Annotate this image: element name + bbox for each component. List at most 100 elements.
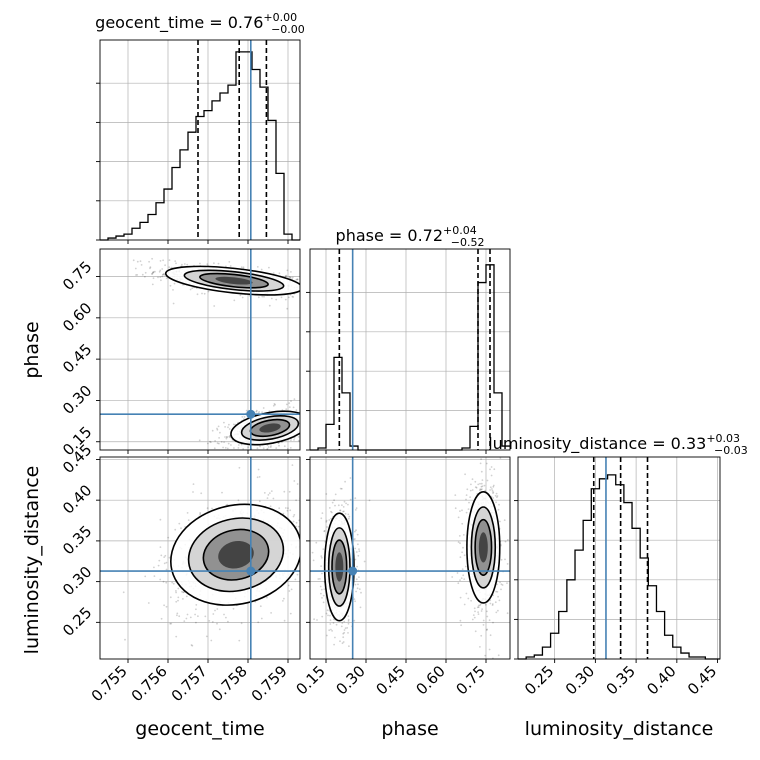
scatter-point <box>490 474 493 477</box>
scatter-point <box>320 592 322 595</box>
scatter-point <box>162 273 165 276</box>
scatter-point <box>491 604 494 606</box>
scatter-point <box>259 445 261 448</box>
scatter-point <box>203 292 206 295</box>
scatter-point <box>206 442 209 445</box>
scatter-point <box>295 521 298 524</box>
scatter-point <box>342 506 345 508</box>
scatter-point <box>477 606 480 608</box>
scatter-point <box>347 615 350 618</box>
scatter-point <box>340 487 343 490</box>
scatter-point <box>136 260 139 263</box>
scatter-point <box>175 262 177 265</box>
scatter-point <box>256 266 259 268</box>
scatter-point <box>500 583 503 586</box>
scatter-point <box>211 507 213 510</box>
scatter-point <box>496 583 498 586</box>
scatter-point <box>209 441 212 444</box>
scatter-point <box>162 259 165 262</box>
scatter-point <box>161 274 164 276</box>
pair-inner-1 <box>100 457 300 659</box>
scatter-point <box>214 609 216 612</box>
scatter-point <box>327 614 329 617</box>
scatter-point <box>221 491 223 494</box>
scatter-point <box>323 530 326 533</box>
diag-title-main-luminosity_distance: luminosity_distance = 0.33 <box>488 434 706 454</box>
scatter-point <box>335 623 338 626</box>
scatter-point <box>255 410 258 413</box>
histogram-geocent_time <box>100 51 300 241</box>
scatter-point <box>503 519 506 521</box>
scatter-point <box>467 508 470 510</box>
scatter-point <box>459 596 462 599</box>
scatter-point <box>465 498 467 501</box>
scatter-point <box>149 266 152 269</box>
scatter-point <box>290 588 293 591</box>
scatter-point <box>199 262 201 265</box>
diag-panel-phase: phase = 0.72+0.04 −0.52 <box>306 224 511 451</box>
scatter-point <box>229 265 232 267</box>
scatter-point <box>322 594 325 597</box>
scatter-point <box>229 436 232 439</box>
scatter-point <box>195 621 197 624</box>
scatter-point <box>325 521 328 523</box>
scatter-point <box>185 595 188 598</box>
scatter-point <box>288 402 291 404</box>
scatter-point <box>322 548 325 550</box>
scatter-point <box>469 496 471 498</box>
scatter-point <box>226 447 229 450</box>
scatter-point <box>174 260 177 262</box>
scatter-point <box>331 501 334 504</box>
scatter-point <box>480 485 483 488</box>
scatter-point <box>152 271 155 273</box>
scatter-point <box>122 591 125 594</box>
scatter-point <box>204 615 207 618</box>
scatter-point <box>360 591 362 594</box>
scatter-point <box>489 468 491 471</box>
scatter-point <box>183 263 186 265</box>
yaxis-label-phase: phase <box>21 321 43 378</box>
scatter-point <box>284 275 287 277</box>
scatter-point <box>332 618 335 621</box>
scatter-point <box>288 590 291 592</box>
scatter-point <box>262 447 265 450</box>
scatter-point <box>195 608 197 611</box>
scatter-point <box>134 267 137 270</box>
scatter-point <box>470 599 472 602</box>
scatter-point <box>347 632 349 634</box>
scatter-point <box>268 492 271 494</box>
diag-title-sub-phase: −0.52 <box>451 236 485 249</box>
scatter-point <box>321 512 324 514</box>
scatter-point <box>289 276 292 279</box>
scatter-point <box>211 429 214 432</box>
diag-frame-phase <box>309 248 511 451</box>
scatter-point <box>216 428 219 431</box>
scatter-point <box>163 562 166 565</box>
scatter-point <box>461 522 464 525</box>
scatter-point <box>354 558 357 561</box>
scatter-point <box>494 601 497 604</box>
scatter-point <box>479 488 482 490</box>
scatter-point <box>181 590 183 593</box>
scatter-point <box>136 274 139 276</box>
scatter-point <box>257 468 260 471</box>
scatter-point <box>349 498 352 501</box>
scatter-point <box>211 621 214 623</box>
scatter-point <box>144 575 147 578</box>
scatter-point <box>320 565 322 567</box>
scatter-point <box>497 595 499 598</box>
scatter-point <box>497 609 499 612</box>
scatter-point <box>189 288 192 291</box>
scatter-point <box>288 406 291 408</box>
scatter-point <box>323 588 326 590</box>
scatter-point <box>182 591 185 594</box>
scatter-point <box>368 499 371 502</box>
scatter-point <box>223 441 226 443</box>
scatter-point <box>496 590 499 593</box>
scatter-point <box>325 493 328 495</box>
scatter-point <box>329 614 331 617</box>
scatter-point <box>238 639 241 642</box>
scatter-point <box>486 615 489 618</box>
scatter-point <box>321 597 323 599</box>
scatter-point <box>492 497 494 499</box>
